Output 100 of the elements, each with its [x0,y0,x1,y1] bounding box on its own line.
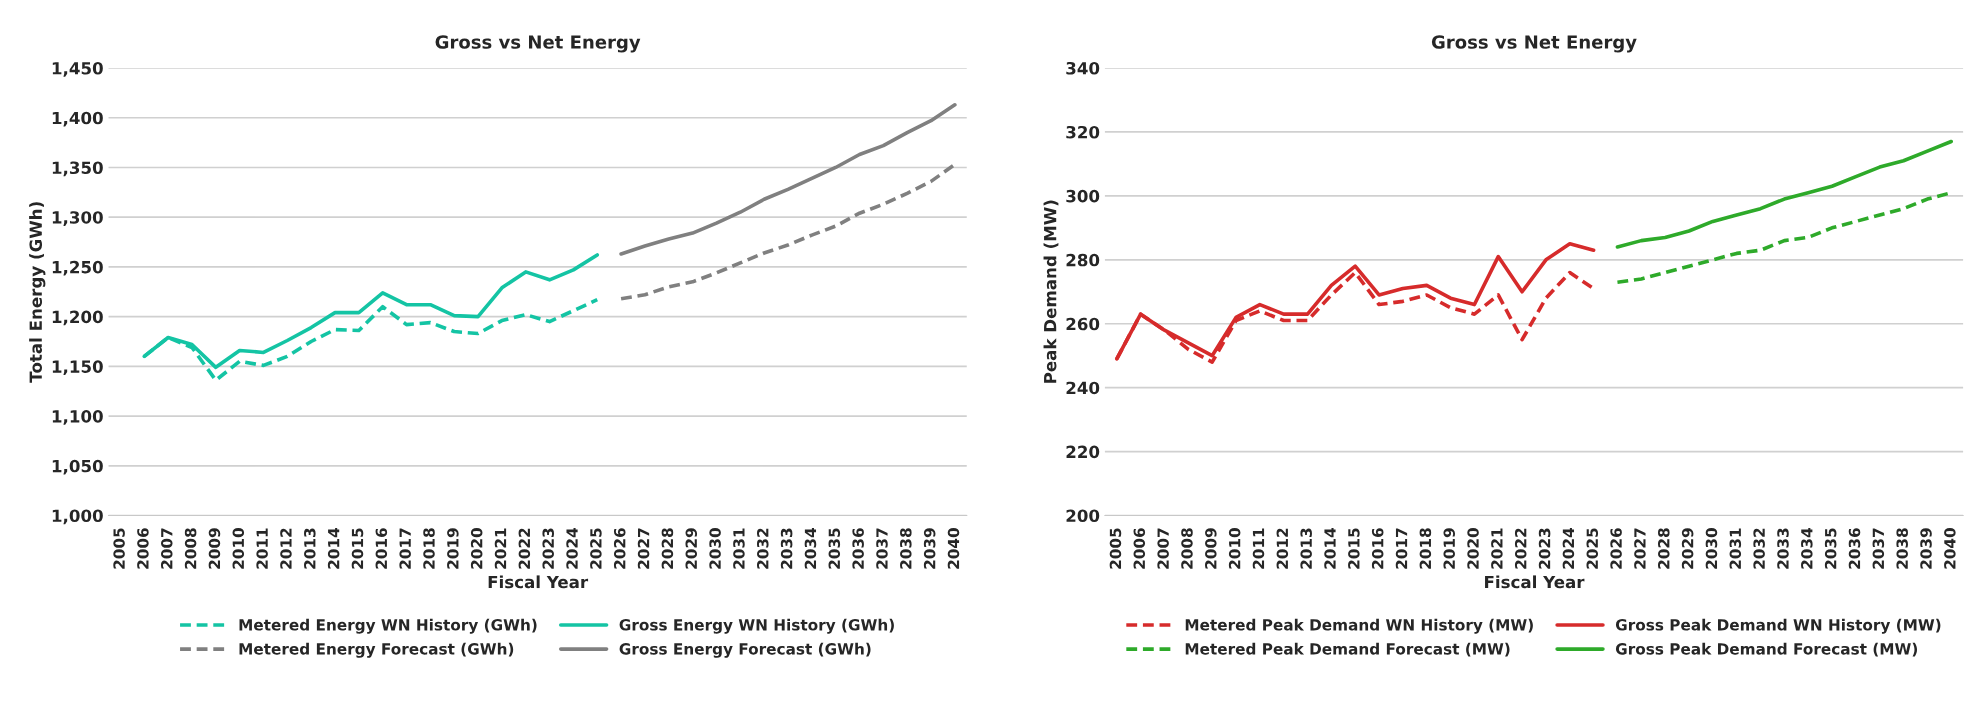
x-tick-label: 2027 [637,528,650,569]
x-axis-title: Fiscal Year [1485,575,1585,589]
y-tick-label: 1,000 [52,509,103,525]
x-tick-label: 2015 [1348,528,1360,569]
x-tick-label: 2013 [1300,528,1312,569]
legend-label: Metered Energy WN History (GWh) [239,618,537,634]
x-tick-label: 2029 [1681,528,1694,569]
legend-label: Metered Peak Demand WN History (MW) [1185,618,1533,634]
y-tick-label: 1,300 [52,211,103,226]
line-series [619,103,957,256]
x-tick-label: 2007 [160,528,173,569]
y-tick-label: 1,100 [52,410,103,425]
x-tick-label: 2008 [1181,528,1193,569]
x-tick-label: 2021 [494,528,507,569]
x-tick-label: 2010 [232,528,245,569]
x-tick-label: 2029 [685,528,698,569]
x-tick-label: 2012 [280,528,292,569]
y-tick-label: 1,250 [52,260,103,276]
y-tick-label: 1,450 [52,61,103,77]
x-tick-label: 2038 [900,528,912,569]
y-tick-label: 1,400 [52,111,103,127]
x-tick-label: 2024 [566,528,578,569]
x-tick-label: 2026 [613,528,626,569]
x-tick-label: 2035 [1824,528,1837,569]
legend-label: Gross Energy Forecast (GWh) [619,642,871,658]
x-tick-label: 2016 [375,528,388,569]
x-tick-label: 2031 [1729,528,1742,569]
y-tick-label: 1,350 [52,161,103,177]
x-tick-label: 2020 [1467,528,1479,569]
y-tick-label: 340 [1066,61,1100,75]
x-tick-label: 2037 [1872,528,1885,569]
y-tick-label: 320 [1066,125,1100,139]
x-tick-label: 2033 [780,528,793,569]
x-tick-label: 2020 [470,528,483,569]
x-axis-title: Fiscal Year [488,575,589,589]
x-tick-label: 2033 [1777,528,1789,569]
x-tick-label: 2007 [1157,528,1169,569]
x-tick-label: 2005 [113,528,125,569]
x-tick-label: 2005 [1109,528,1122,569]
y-axis-title: Total Energy (GWh) [29,202,46,383]
y-tick-label: 200 [1066,509,1100,523]
chart-title: Gross vs Net Energy [435,35,641,53]
x-tick-label: 2014 [327,528,340,569]
x-tick-label: 2014 [1324,528,1336,569]
x-tick-label: 2009 [208,528,221,569]
x-tick-label: 2026 [1610,528,1622,569]
x-tick-label: 2038 [1896,528,1908,569]
legend-label: Gross Peak Demand WN History (MW) [1615,618,1941,634]
chart-title: Gross vs Net Energy [1431,35,1637,53]
x-tick-label: 2032 [757,528,769,569]
x-tick-label: 2040 [1944,528,1956,569]
y-tick-label: 1,050 [52,459,103,475]
x-tick-label: 2025 [1586,528,1599,569]
x-tick-label: 2013 [304,528,316,569]
y-tick-label: 260 [1066,317,1100,331]
x-tick-label: 2037 [876,528,888,569]
y-axis-title: Peak Demand (MW) [1043,200,1059,383]
y-tick-label: 1,150 [52,360,103,376]
legend-label: Metered Peak Demand Forecast (MW) [1185,642,1510,657]
x-tick-label: 2025 [590,528,602,569]
x-tick-label: 2034 [1801,528,1813,569]
x-tick-label: 2028 [1658,528,1670,569]
x-tick-label: 2023 [1538,528,1551,569]
x-tick-label: 2015 [351,528,364,569]
x-tick-label: 2019 [1443,528,1455,569]
x-tick-label: 2022 [518,528,531,569]
x-tick-label: 2031 [733,528,745,569]
x-tick-label: 2011 [1252,528,1265,569]
x-tick-label: 2017 [1395,528,1408,569]
x-tick-label: 2021 [1491,528,1503,569]
x-tick-label: 2035 [828,528,841,569]
x-tick-label: 2012 [1276,528,1289,569]
x-tick-label: 2027 [1634,528,1646,569]
x-tick-label: 2018 [423,528,435,569]
x-tick-label: 2009 [1205,528,1217,569]
x-tick-label: 2006 [1133,528,1146,569]
x-tick-label: 2032 [1753,528,1765,569]
y-tick-label: 240 [1066,381,1100,395]
x-tick-label: 2039 [923,528,936,569]
x-tick-label: 2036 [852,528,864,569]
legend-label: Gross Energy WN History (GWh) [619,618,894,634]
line-series [619,162,957,301]
x-tick-label: 2034 [804,528,817,569]
x-tick-label: 2016 [1371,528,1384,569]
line-series [1615,139,1954,249]
x-tick-label: 2030 [709,528,721,569]
y-tick-label: 1,200 [52,310,103,326]
x-tick-label: 2028 [661,528,674,569]
legend-label: Gross Peak Demand Forecast (MW) [1615,642,1918,657]
x-tick-label: 2010 [1228,528,1241,569]
x-tick-label: 2023 [542,528,554,569]
x-tick-label: 2030 [1705,528,1718,569]
y-tick-label: 300 [1066,189,1100,203]
x-tick-label: 2039 [1920,528,1932,569]
y-tick-label: 280 [1066,253,1100,267]
x-tick-label: 2036 [1848,528,1861,569]
x-tick-label: 2040 [947,528,960,569]
x-tick-label: 2011 [256,528,268,569]
y-tick-label: 220 [1066,445,1100,459]
x-tick-label: 2018 [1419,528,1432,569]
